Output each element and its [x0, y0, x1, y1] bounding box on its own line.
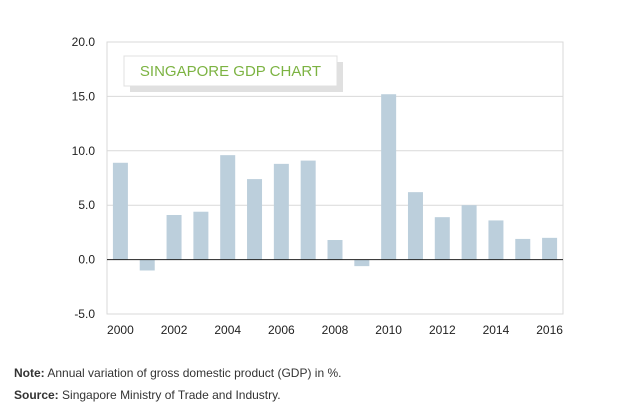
- bar-2006: [273, 163, 289, 260]
- x-tick-label: 2002: [161, 323, 188, 337]
- x-tick-label: 2010: [375, 323, 402, 337]
- bar-2003: [193, 211, 209, 260]
- bar-2013: [461, 205, 477, 260]
- bar-2005: [247, 179, 263, 260]
- chart-title: SINGAPORE GDP CHART: [140, 63, 321, 80]
- bar-2009: [354, 259, 370, 267]
- x-tick-label: 2012: [429, 323, 456, 337]
- bar-2008: [327, 240, 343, 260]
- bar-2001: [139, 259, 155, 271]
- bars: [112, 94, 558, 271]
- grid-lines: [106, 41, 564, 315]
- footer-source: Source: Singapore Ministry of Trade and …: [14, 388, 281, 402]
- x-tick-label: 2014: [483, 323, 510, 337]
- gdp-bar-chart: 20.015.010.05.00.0-5.0 2000 2002 2004 2006 2…: [72, 35, 564, 337]
- chart-title-box: SINGAPORE GDP CHART: [123, 55, 343, 92]
- y-tick-label: 15.0: [72, 89, 96, 103]
- bar-2015: [515, 238, 531, 260]
- x-tick-label: 2016: [536, 323, 563, 337]
- x-tick-label: 2004: [214, 323, 241, 337]
- x-tick-label: 2000: [107, 323, 134, 337]
- bar-2010: [381, 94, 397, 260]
- x-tick-label: 2008: [322, 323, 349, 337]
- footer-note: Note: Annual variation of gross domestic…: [14, 366, 341, 380]
- bar-2016: [542, 237, 558, 260]
- bar-2014: [488, 220, 504, 260]
- y-tick-label: 20.0: [72, 35, 96, 49]
- y-tick-label: 0.0: [78, 253, 95, 267]
- note-label: Note:: [14, 366, 45, 380]
- x-tick-label: 2006: [268, 323, 295, 337]
- y-tick-label: 10.0: [72, 144, 96, 158]
- bar-2011: [407, 192, 423, 260]
- source-label: Source:: [14, 388, 59, 402]
- bar-2002: [166, 214, 182, 260]
- y-tick-label: -5.0: [74, 307, 95, 321]
- note-text: Annual variation of gross domestic produ…: [44, 366, 342, 380]
- x-tick-labels: 2000 2002 2004 2006 2008 2010 2012 2014 2016: [107, 323, 563, 337]
- y-tick-labels: 20.0 15.0 10.0 5.0 0.0 -5.0: [72, 35, 96, 321]
- source-text: Singapore Ministry of Trade and Industry…: [58, 388, 281, 402]
- bar-2007: [300, 160, 316, 260]
- bar-2004: [220, 155, 236, 260]
- bar-2012: [434, 217, 450, 260]
- y-tick-label: 5.0: [78, 198, 95, 212]
- bar-2000: [112, 162, 128, 260]
